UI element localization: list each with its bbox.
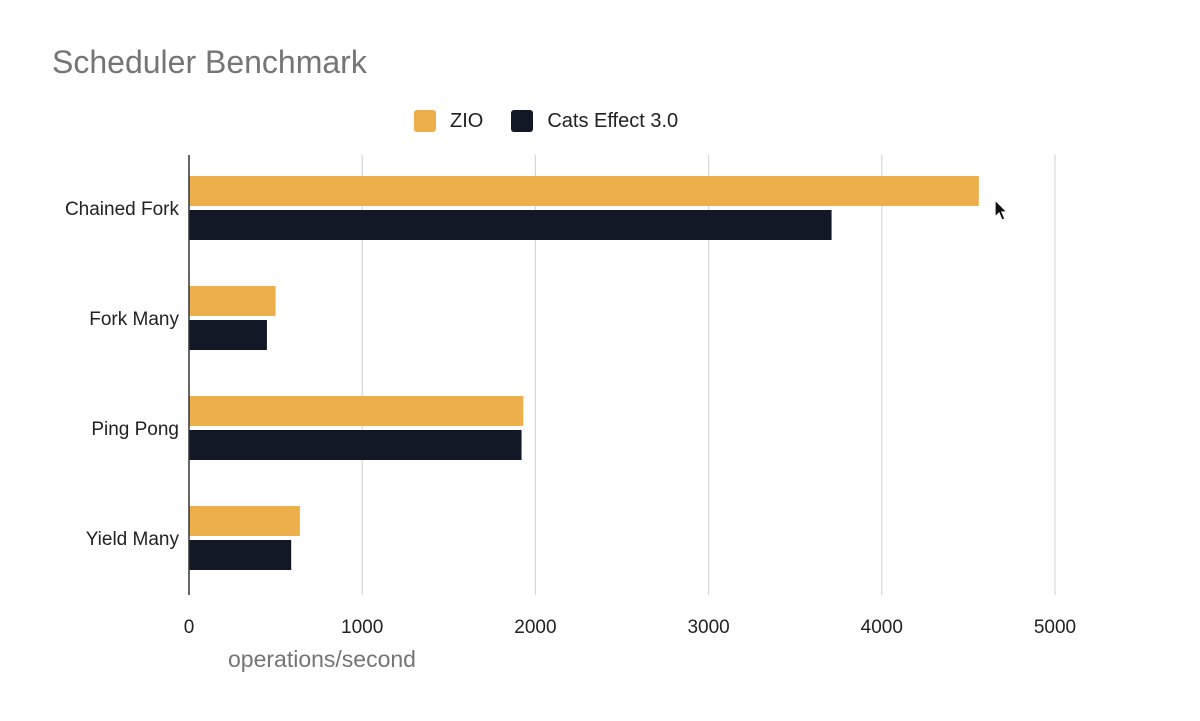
legend-label-cats-effect: Cats Effect 3.0 [547,109,679,132]
mouse-cursor-icon [994,199,1009,221]
bar-yield-many-cats-effect-3-0[interactable] [189,540,292,570]
bar-fork-many-zio[interactable] [189,286,276,316]
bar-ping-pong-cats-effect-3-0[interactable] [189,430,522,460]
legend-label-zio: ZIO [450,109,484,132]
x-tick-label: 3000 [687,617,729,638]
x-tick-label: 0 [184,617,195,638]
x-tick-label: 2000 [514,617,556,638]
category-label: Fork Many [89,309,179,330]
x-axis-label: operations/second [228,646,416,672]
legend-item-cats-effect[interactable]: Cats Effect 3.0 [511,110,678,133]
bar-chained-fork-cats-effect-3-0[interactable] [189,210,832,240]
chart-title: Scheduler Benchmark [52,44,367,80]
bar-ping-pong-zio[interactable] [189,396,524,426]
x-tick-label: 4000 [861,617,903,638]
legend-item-zio[interactable]: ZIO [414,110,483,133]
chart-legend: ZIO Cats Effect 3.0 [414,106,706,136]
bar-yield-many-zio[interactable] [189,506,300,536]
x-tick-label: 1000 [341,617,383,638]
legend-swatch-cats-effect [511,110,534,132]
x-tick-label: 5000 [1034,617,1076,638]
bar-chained-fork-zio[interactable] [189,176,979,206]
category-label: Ping Pong [91,419,179,440]
category-label: Chained Fork [65,199,180,220]
legend-swatch-zio [414,110,436,132]
category-label: Yield Many [86,529,180,550]
bar-fork-many-cats-effect-3-0[interactable] [189,320,267,350]
